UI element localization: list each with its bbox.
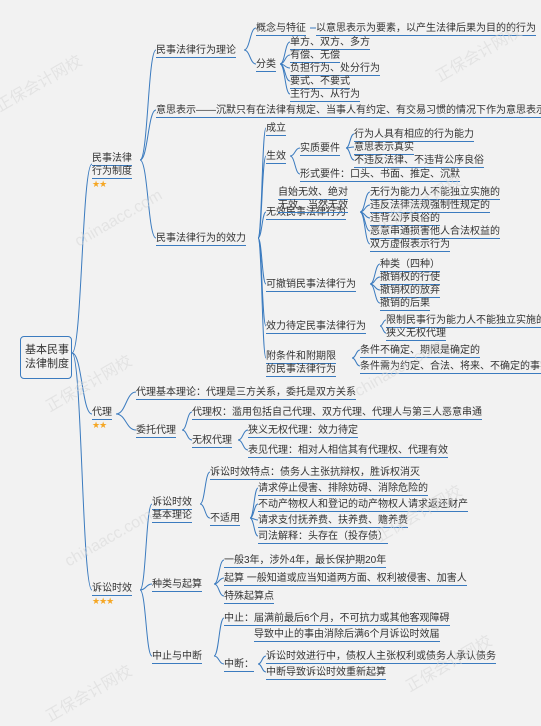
watermark: 正保会计网校 [370,478,465,547]
watermark: 正保会计网校 [370,168,465,237]
watermark: 正保会计网校 [400,628,495,697]
watermark: 正保会计网校 [430,18,525,87]
watermark: 正保会计网校 [40,348,135,417]
watermark: 正保会计网校 [0,48,86,117]
watermark: chinaacc.com [352,337,446,402]
watermark: chinaacc.com [62,507,156,572]
watermark: chinaacc.com [72,187,166,252]
watermark: 正保会计网校 [40,658,135,726]
